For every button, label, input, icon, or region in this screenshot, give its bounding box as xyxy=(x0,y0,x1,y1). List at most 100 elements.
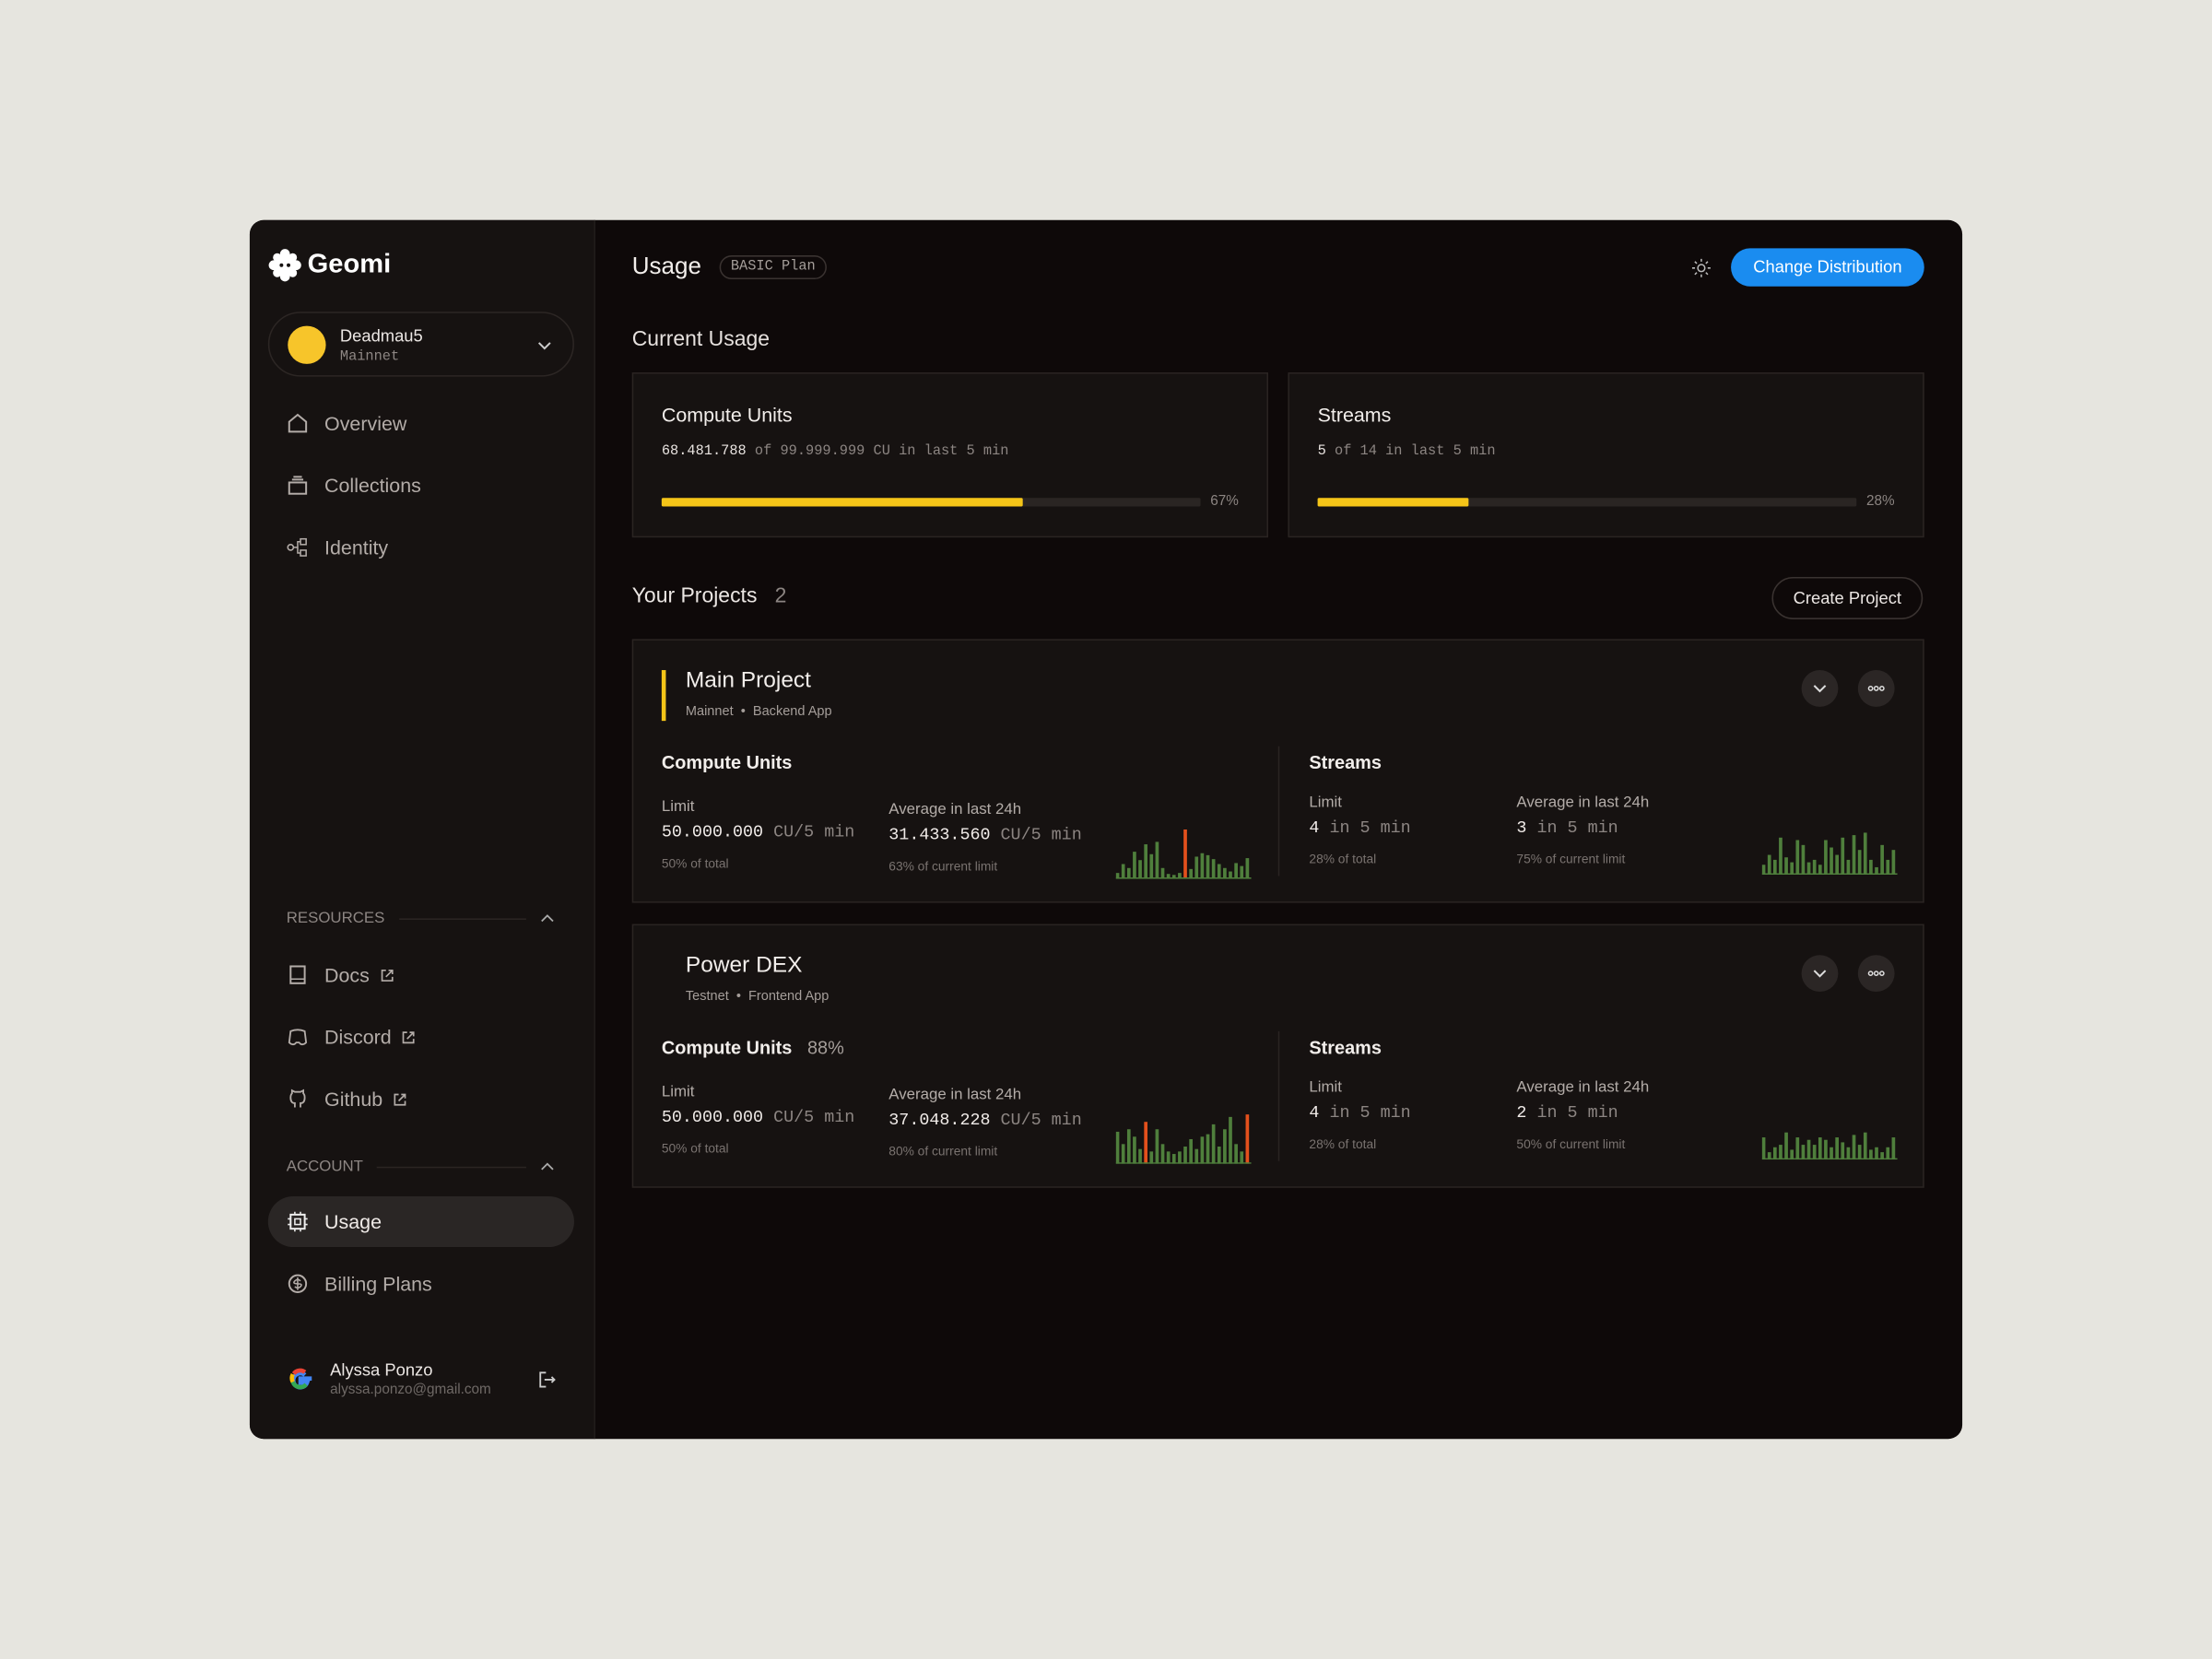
project-accent xyxy=(661,670,666,722)
spark-bar xyxy=(1875,1147,1878,1160)
spark-bar xyxy=(1880,1152,1884,1160)
secondary-button[interactable]: Create Project xyxy=(1771,577,1924,619)
account-switcher[interactable]: Deadmau5 Mainnet xyxy=(267,312,574,377)
stat-number: 4 xyxy=(1309,1102,1320,1124)
spark-bar xyxy=(1245,858,1250,879)
card-title: Compute Units xyxy=(661,403,793,427)
spark-bar xyxy=(1155,1129,1159,1164)
spark-bar xyxy=(1189,1138,1193,1164)
spark-bar xyxy=(1824,840,1828,875)
spark-bar xyxy=(1133,1136,1136,1164)
spark-bar xyxy=(1812,1145,1817,1160)
spark-bar xyxy=(1223,1129,1227,1164)
nav-item[interactable]: Discord xyxy=(287,1023,418,1052)
spark-bar xyxy=(1846,859,1851,875)
logout-icon[interactable] xyxy=(539,1371,556,1388)
stat-unit: in 5 min xyxy=(1329,1102,1411,1124)
spark-bar xyxy=(1200,853,1205,879)
card-detail: 5 of 14 in last 5 min xyxy=(1318,444,1496,460)
spark-bar xyxy=(1223,867,1227,879)
icon xyxy=(289,965,306,984)
spark-bar xyxy=(1886,859,1890,875)
spark-bar xyxy=(1772,1147,1777,1160)
spark-bar xyxy=(1824,1139,1828,1160)
user-email: alyssa.ponzo@gmail.com xyxy=(330,1382,491,1398)
section-header[interactable]: ACCOUNT xyxy=(287,1159,555,1175)
metric-label: Streams xyxy=(1309,751,1382,773)
chevron xyxy=(541,914,554,923)
nav-item[interactable]: Overview xyxy=(287,409,406,438)
spark-bar xyxy=(1211,859,1216,879)
nav-label: Collections xyxy=(324,474,421,497)
nav-label: Identity xyxy=(324,535,389,559)
icon xyxy=(287,537,307,557)
spark-bar xyxy=(1818,1137,1822,1160)
spark-bar xyxy=(1234,863,1238,879)
section-title: ACCOUNT xyxy=(286,1158,363,1175)
stat-share: 50% of total xyxy=(661,1141,729,1156)
spark-bar xyxy=(1166,874,1171,879)
spark-bar xyxy=(1245,1114,1250,1164)
usage-card: Compute Units 68.481.788 of 99.999.999 CU… xyxy=(631,372,1269,538)
nav-label: Docs xyxy=(324,963,370,986)
spark-bar xyxy=(1891,1137,1896,1160)
brand: Geomi xyxy=(307,249,392,280)
spark-bar xyxy=(1818,865,1822,875)
detail-value: 68.481.788 xyxy=(661,444,747,460)
spark-bar xyxy=(1835,854,1839,875)
spark-bar xyxy=(1126,1129,1131,1164)
spark-bar xyxy=(1875,866,1878,875)
spark-bar xyxy=(1138,860,1142,879)
progress-label: 28% xyxy=(1865,493,1895,510)
card-detail: 68.481.788 of 99.999.999 CU in last 5 mi… xyxy=(662,444,1009,460)
dots xyxy=(1867,686,1885,691)
logo[interactable]: Geomi xyxy=(268,248,391,282)
nav-item[interactable]: Identity xyxy=(287,534,388,562)
app-window: Geomi Deadmau5 Mainnet Overview Collecti… xyxy=(249,219,1963,1440)
spark-bar xyxy=(1852,835,1856,875)
spark-bar xyxy=(1240,1151,1244,1164)
stat-share: 28% of total xyxy=(1309,852,1377,866)
more-button[interactable] xyxy=(1857,955,1895,993)
stat-share: 75% of current limit xyxy=(1516,852,1626,866)
spark-bar xyxy=(1144,844,1147,879)
expand-button[interactable] xyxy=(1801,670,1839,707)
nav-item[interactable]: Github xyxy=(287,1085,408,1113)
stat-label: Limit xyxy=(1309,794,1342,812)
spark-bar xyxy=(1166,1151,1171,1164)
project-network: Mainnet xyxy=(685,703,734,720)
progress-fill xyxy=(1317,498,1469,507)
nav-item[interactable]: Docs xyxy=(287,960,395,989)
spark-bar xyxy=(1784,1132,1788,1160)
expand-button[interactable] xyxy=(1801,955,1839,993)
nav-item[interactable]: Usage xyxy=(287,1207,382,1236)
chevron xyxy=(1813,970,1827,978)
spark-bar xyxy=(1863,832,1867,875)
section-header[interactable]: RESOURCES xyxy=(286,910,555,927)
card-title: Streams xyxy=(1317,403,1392,427)
spark-bar xyxy=(1801,1145,1806,1160)
stat-share: 50% of current limit xyxy=(1516,1136,1626,1151)
project-network: Testnet xyxy=(685,988,729,1005)
sun-icon xyxy=(1691,258,1711,277)
theme-toggle[interactable] xyxy=(1691,258,1711,277)
main-content: Usage BASIC Plan Change Distribution Curren… xyxy=(250,220,1962,1439)
spark-bar xyxy=(1144,1122,1147,1164)
spark-bar xyxy=(1790,1149,1794,1160)
more-button[interactable] xyxy=(1857,670,1895,707)
spark-bar xyxy=(1171,875,1176,879)
spark-bar xyxy=(1767,854,1771,875)
spark-bar xyxy=(1160,1144,1165,1164)
spark-bar xyxy=(1841,837,1845,875)
nav-item[interactable]: Collections xyxy=(287,471,421,500)
spark-bar xyxy=(1160,867,1165,879)
nav-item[interactable]: Billing Plans xyxy=(287,1270,432,1299)
stat-number: 31.433.560 xyxy=(888,825,991,845)
stat-number: 50.000.000 xyxy=(661,1107,764,1127)
stat-share: 80% of current limit xyxy=(888,1144,998,1159)
primary-button[interactable]: Change Distribution xyxy=(1731,248,1924,287)
google-icon xyxy=(289,1368,312,1390)
section-title: RESOURCES xyxy=(286,910,385,927)
spark-bar xyxy=(1812,859,1817,875)
